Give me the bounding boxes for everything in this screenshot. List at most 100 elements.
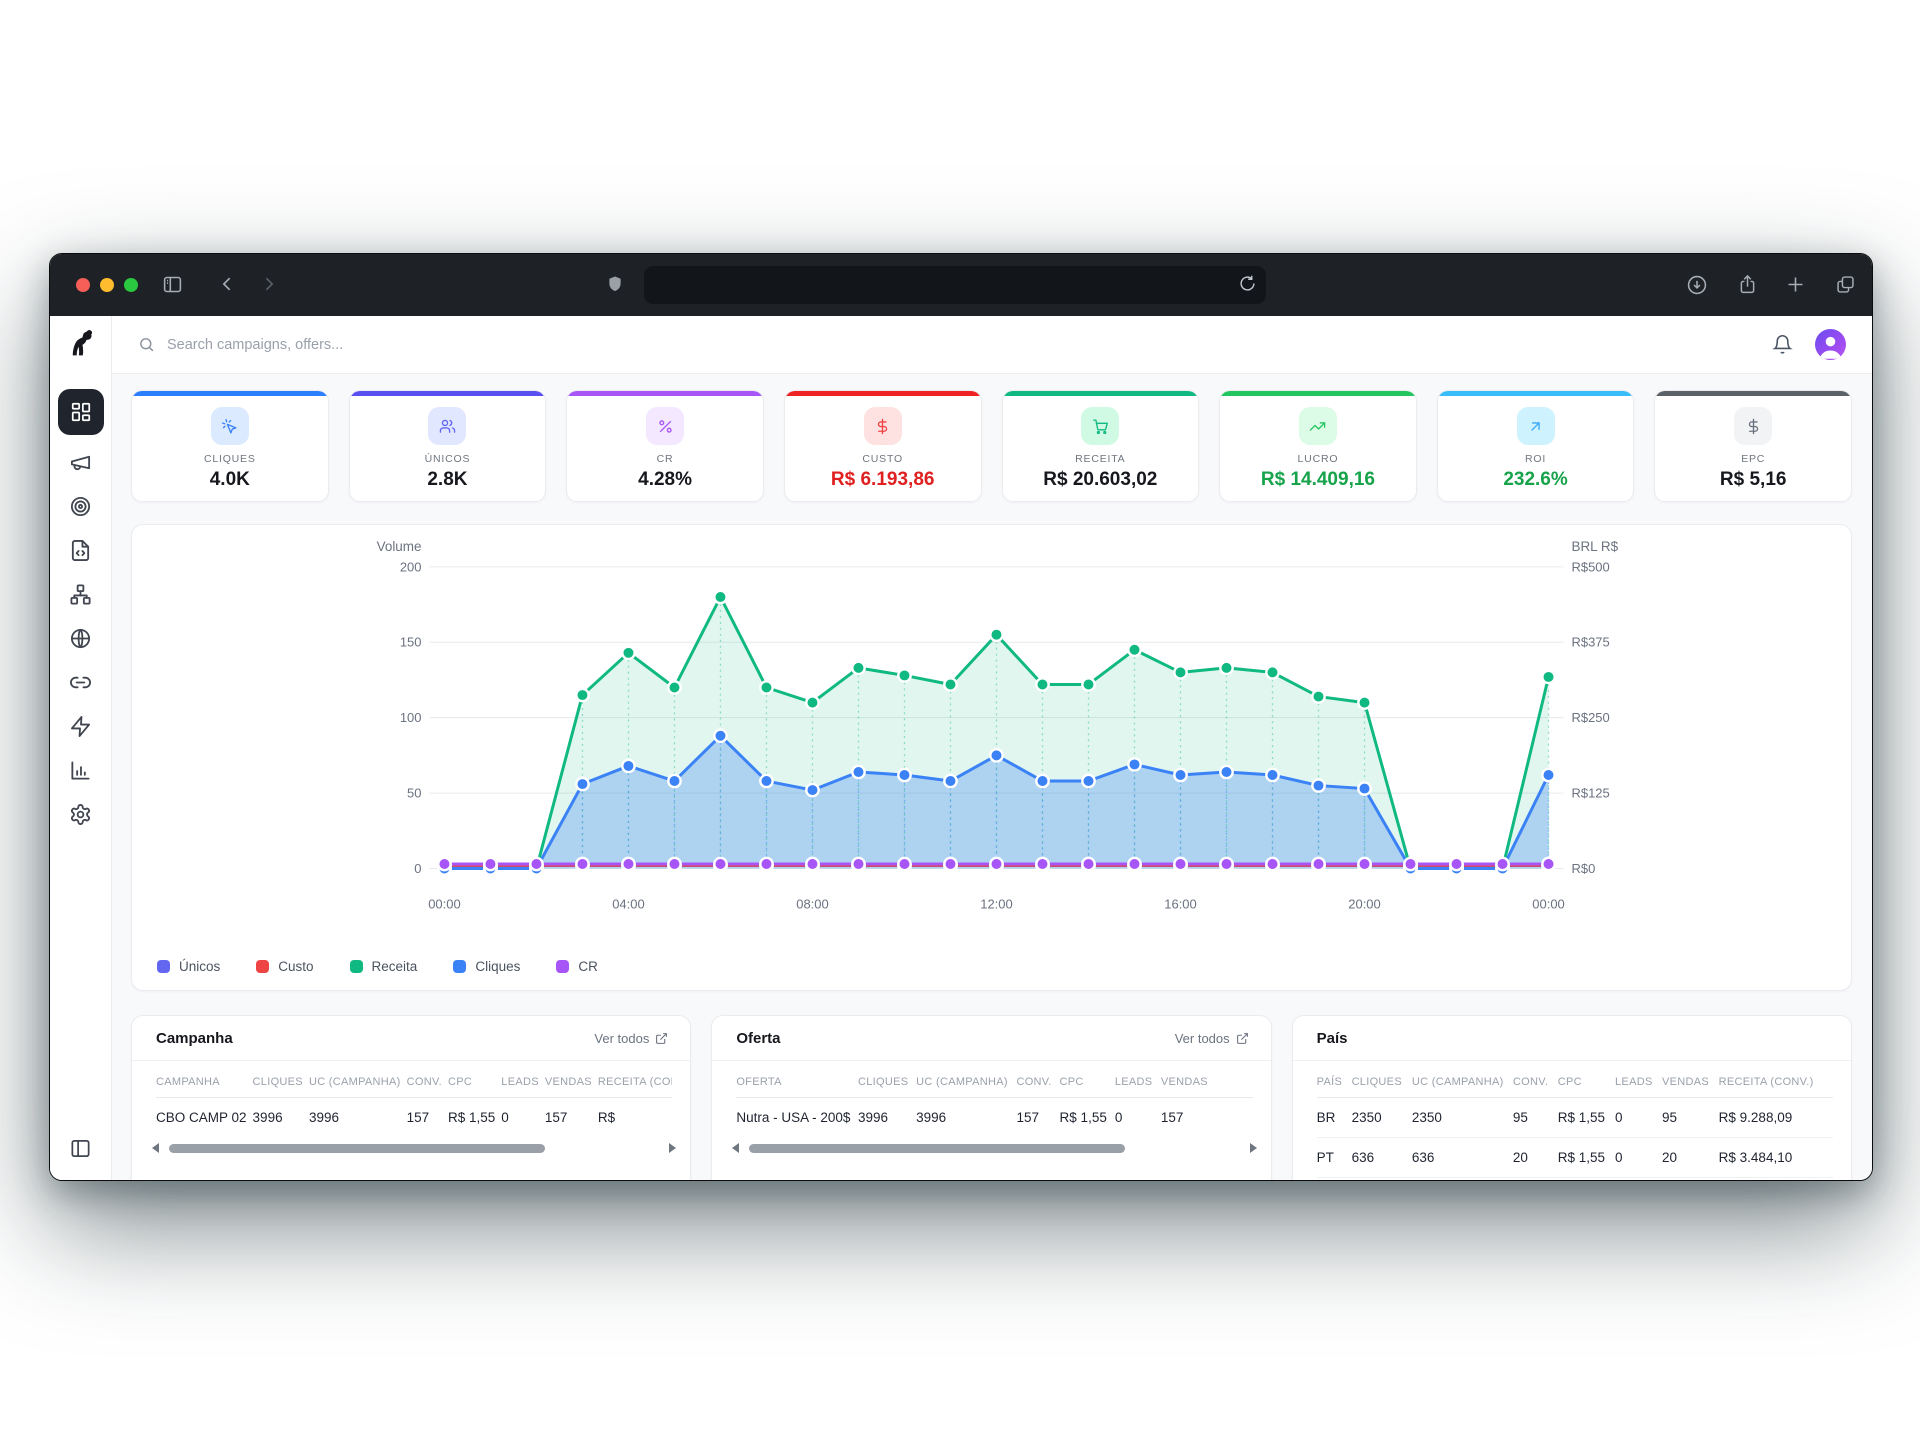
column-header[interactable]: VENDAS bbox=[1160, 1076, 1208, 1088]
legend-item-cliques[interactable]: Cliques bbox=[453, 959, 520, 974]
horizontal-scrollbar[interactable] bbox=[152, 1139, 677, 1157]
kpi-label: CR bbox=[656, 453, 674, 465]
search-input[interactable]: Search campaigns, offers... bbox=[138, 336, 343, 353]
table-cell: 3996 bbox=[916, 1110, 947, 1125]
svg-text:12:00: 12:00 bbox=[980, 896, 1012, 911]
column-header[interactable]: UC (CAMPANHA) bbox=[916, 1076, 1008, 1088]
kpi-accent-bar bbox=[1220, 391, 1416, 396]
legend-item-cr[interactable]: CR bbox=[556, 959, 598, 974]
column-header[interactable]: CAMPANHA bbox=[156, 1076, 220, 1088]
column-header[interactable]: OFERTA bbox=[736, 1076, 782, 1088]
column-header[interactable]: RECEITA (CONV.) bbox=[597, 1076, 672, 1088]
sidebar-item-offers[interactable] bbox=[63, 493, 99, 519]
time-series-chart[interactable]: 200 R$500 150 R$375 100 R$250 50 R$125 0 R$0 Volum… bbox=[132, 525, 1851, 990]
kpi-label: ROI bbox=[1525, 453, 1547, 465]
scroll-left-arrow[interactable] bbox=[732, 1143, 740, 1153]
search-placeholder: Search campaigns, offers... bbox=[167, 336, 344, 353]
sidebar-item-settings[interactable] bbox=[63, 801, 99, 827]
table-cell: 2350 bbox=[1411, 1110, 1442, 1125]
horizontal-scrollbar[interactable] bbox=[732, 1139, 1257, 1157]
column-header[interactable]: CPC bbox=[1557, 1076, 1582, 1088]
arrow-up-right-icon bbox=[1516, 407, 1555, 445]
column-header[interactable]: PAÍS bbox=[1316, 1076, 1343, 1088]
minimize-window-button[interactable] bbox=[100, 278, 114, 292]
svg-text:150: 150 bbox=[400, 635, 422, 650]
browser-sidebar-toggle-icon[interactable] bbox=[162, 274, 183, 295]
collapse-sidebar-icon[interactable] bbox=[69, 1137, 92, 1160]
pais-card-title: País bbox=[1316, 1029, 1348, 1047]
legend-item-custo[interactable]: Custo bbox=[256, 959, 314, 974]
column-header[interactable]: LEADS bbox=[1615, 1076, 1653, 1088]
column-header[interactable]: UC (CAMPANHA) bbox=[308, 1076, 401, 1088]
back-icon[interactable] bbox=[218, 274, 238, 294]
column-header[interactable]: VENDAS bbox=[544, 1076, 592, 1088]
oferta-card-title: Oferta bbox=[736, 1029, 781, 1047]
sidebar-item-links[interactable] bbox=[63, 669, 99, 695]
forward-icon[interactable] bbox=[258, 274, 278, 294]
scroll-right-arrow[interactable] bbox=[669, 1143, 677, 1153]
column-header[interactable]: LEADS bbox=[501, 1076, 539, 1088]
column-header[interactable]: CLIQUES bbox=[252, 1076, 303, 1088]
svg-text:100: 100 bbox=[400, 710, 422, 725]
sidebar-item-dashboard[interactable] bbox=[57, 389, 104, 435]
scrollbar-thumb[interactable] bbox=[169, 1143, 545, 1153]
zoom-window-button[interactable] bbox=[124, 278, 138, 292]
legend-item-únicos[interactable]: Únicos bbox=[157, 959, 220, 974]
reload-icon[interactable] bbox=[1239, 275, 1256, 292]
kpi-value: 4.0K bbox=[209, 469, 250, 490]
downloads-icon[interactable] bbox=[1686, 274, 1708, 296]
dog-logo-icon[interactable] bbox=[66, 329, 96, 361]
svg-text:08:00: 08:00 bbox=[796, 896, 828, 911]
sidebar-item-flows[interactable] bbox=[63, 581, 99, 607]
column-header[interactable]: CONV. bbox=[1016, 1076, 1052, 1088]
oferta-ver-todos-link[interactable]: Ver todos bbox=[1175, 1031, 1249, 1046]
sidebar-item-campaigns[interactable] bbox=[63, 449, 99, 475]
url-bar[interactable] bbox=[644, 266, 1266, 304]
users-icon bbox=[428, 407, 467, 445]
table-cell: CBO CAMP 02 bbox=[156, 1110, 247, 1125]
svg-text:50: 50 bbox=[407, 786, 421, 801]
kpi-accent-bar bbox=[784, 391, 981, 396]
kpi-label: LUCRO bbox=[1297, 453, 1339, 465]
table-row: BR 2350 2350 95 R$ 1,55 0 95 R$ 9.288,09 bbox=[1316, 1098, 1833, 1138]
browser-window: Search campaigns, offers... CLIQUES 4.0K Ú… bbox=[49, 253, 1873, 1181]
kpi-card-cr: CR 4.28% bbox=[566, 390, 764, 502]
scroll-right-arrow[interactable] bbox=[1249, 1143, 1257, 1153]
column-header[interactable]: CONV. bbox=[406, 1076, 442, 1088]
column-header[interactable]: CLIQUES bbox=[1351, 1076, 1402, 1088]
table-cell: 20 bbox=[1512, 1150, 1528, 1165]
column-header[interactable]: CONV. bbox=[1512, 1076, 1549, 1088]
sidebar-item-domains[interactable] bbox=[63, 625, 99, 651]
sidebar-item-landers[interactable] bbox=[63, 537, 99, 563]
legend-item-receita[interactable]: Receita bbox=[349, 959, 417, 974]
table-cell: 0 bbox=[1615, 1150, 1623, 1165]
column-header[interactable]: VENDAS bbox=[1661, 1076, 1710, 1088]
sidebar-item-automation[interactable] bbox=[63, 713, 99, 739]
svg-text:R$500: R$500 bbox=[1571, 559, 1609, 574]
tab-overview-icon[interactable] bbox=[1835, 274, 1856, 295]
table-cell: 0 bbox=[1615, 1110, 1623, 1125]
column-header[interactable]: CPC bbox=[447, 1076, 473, 1088]
kpi-value: 2.8K bbox=[427, 469, 468, 490]
notifications-bell-icon[interactable] bbox=[1772, 334, 1793, 355]
table-cell: PT bbox=[1316, 1150, 1334, 1165]
column-header[interactable]: CLIQUES bbox=[857, 1076, 909, 1088]
column-header[interactable]: RECEITA (CONV.) bbox=[1718, 1076, 1814, 1088]
svg-text:20:00: 20:00 bbox=[1348, 896, 1380, 911]
scroll-left-arrow[interactable] bbox=[152, 1143, 159, 1153]
column-header[interactable]: CPC bbox=[1059, 1076, 1084, 1088]
new-tab-icon[interactable] bbox=[1785, 274, 1806, 295]
table-cell: 157 bbox=[406, 1110, 430, 1125]
shield-icon[interactable] bbox=[606, 273, 624, 295]
pais-table: PAÍS CLIQUES UC (CAMPANHA) CONV. CPC LEADS VEN… bbox=[1316, 1061, 1833, 1178]
table-cell: 0 bbox=[1114, 1110, 1123, 1125]
sidebar-item-reports[interactable] bbox=[63, 757, 99, 783]
campanha-ver-todos-link[interactable]: Ver todos bbox=[594, 1031, 668, 1046]
legend-swatch bbox=[256, 960, 270, 973]
user-avatar[interactable] bbox=[1815, 329, 1846, 360]
share-icon[interactable] bbox=[1737, 274, 1758, 295]
scrollbar-thumb[interactable] bbox=[749, 1143, 1126, 1153]
column-header[interactable]: UC (CAMPANHA) bbox=[1411, 1076, 1504, 1088]
close-window-button[interactable] bbox=[76, 278, 90, 292]
column-header[interactable]: LEADS bbox=[1114, 1076, 1153, 1088]
